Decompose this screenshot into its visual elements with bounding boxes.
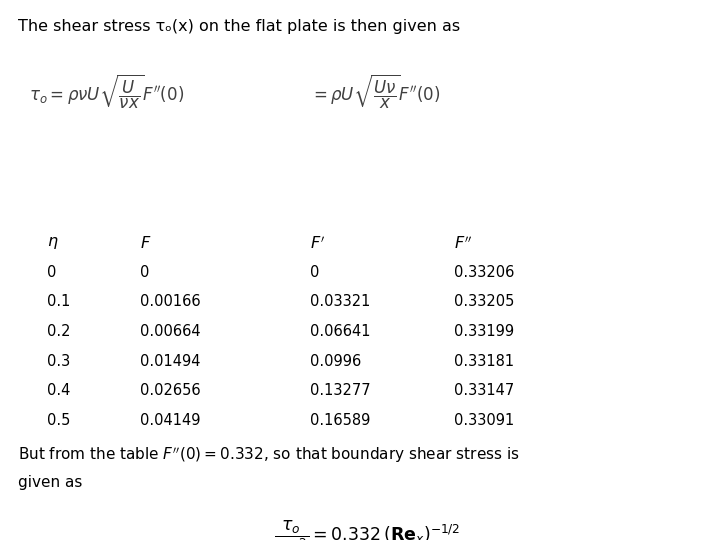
Text: $F''$: $F''$ — [454, 235, 472, 252]
Text: $F$: $F$ — [140, 235, 152, 251]
Text: 0.3: 0.3 — [47, 354, 70, 369]
Text: 0.01494: 0.01494 — [140, 354, 201, 369]
Text: 0.33181: 0.33181 — [454, 354, 514, 369]
Text: $= \rho U\sqrt{\dfrac{U\nu}{x}}F^{\prime\prime}(0)$: $= \rho U\sqrt{\dfrac{U\nu}{x}}F^{\prime… — [310, 73, 440, 111]
Text: $\dfrac{\tau_o}{\rho U^2} = 0.332\,(\mathbf{Re}_x)^{-1/2}$: $\dfrac{\tau_o}{\rho U^2} = 0.332\,(\mat… — [274, 518, 460, 540]
Text: given as: given as — [18, 475, 82, 490]
Text: The shear stress τₒ(x) on the flat plate is then given as: The shear stress τₒ(x) on the flat plate… — [18, 19, 460, 34]
Text: 0.00166: 0.00166 — [140, 294, 201, 309]
Text: 0.33199: 0.33199 — [454, 324, 514, 339]
Text: 0.4: 0.4 — [47, 383, 70, 399]
Text: 0.33205: 0.33205 — [454, 294, 514, 309]
Text: 0.00664: 0.00664 — [140, 324, 201, 339]
Text: 0.03321: 0.03321 — [310, 294, 370, 309]
Text: $F'$: $F'$ — [310, 235, 325, 252]
Text: 0: 0 — [310, 265, 319, 280]
Text: 0.1: 0.1 — [47, 294, 70, 309]
Text: 0.16589: 0.16589 — [310, 413, 370, 428]
Text: 0.04149: 0.04149 — [140, 413, 201, 428]
Text: 0.0996: 0.0996 — [310, 354, 361, 369]
Text: 0.02656: 0.02656 — [140, 383, 201, 399]
Text: But from the table $F^{\prime\prime}(0) = 0.332$, so that boundary shear stress : But from the table $F^{\prime\prime}(0) … — [18, 446, 520, 465]
Text: 0.06641: 0.06641 — [310, 324, 370, 339]
Text: 0.33091: 0.33091 — [454, 413, 514, 428]
Text: 0: 0 — [140, 265, 150, 280]
Text: 0.33147: 0.33147 — [454, 383, 514, 399]
Text: $\tau_o = \rho\nu U\sqrt{\dfrac{U}{\nu x}}F^{\prime\prime}(0)$: $\tau_o = \rho\nu U\sqrt{\dfrac{U}{\nu x… — [29, 73, 184, 111]
Text: 0.5: 0.5 — [47, 413, 70, 428]
Text: 0.33206: 0.33206 — [454, 265, 514, 280]
Text: 0: 0 — [47, 265, 56, 280]
Text: 0.13277: 0.13277 — [310, 383, 370, 399]
Text: $\eta$: $\eta$ — [47, 235, 58, 251]
Text: 0.2: 0.2 — [47, 324, 71, 339]
